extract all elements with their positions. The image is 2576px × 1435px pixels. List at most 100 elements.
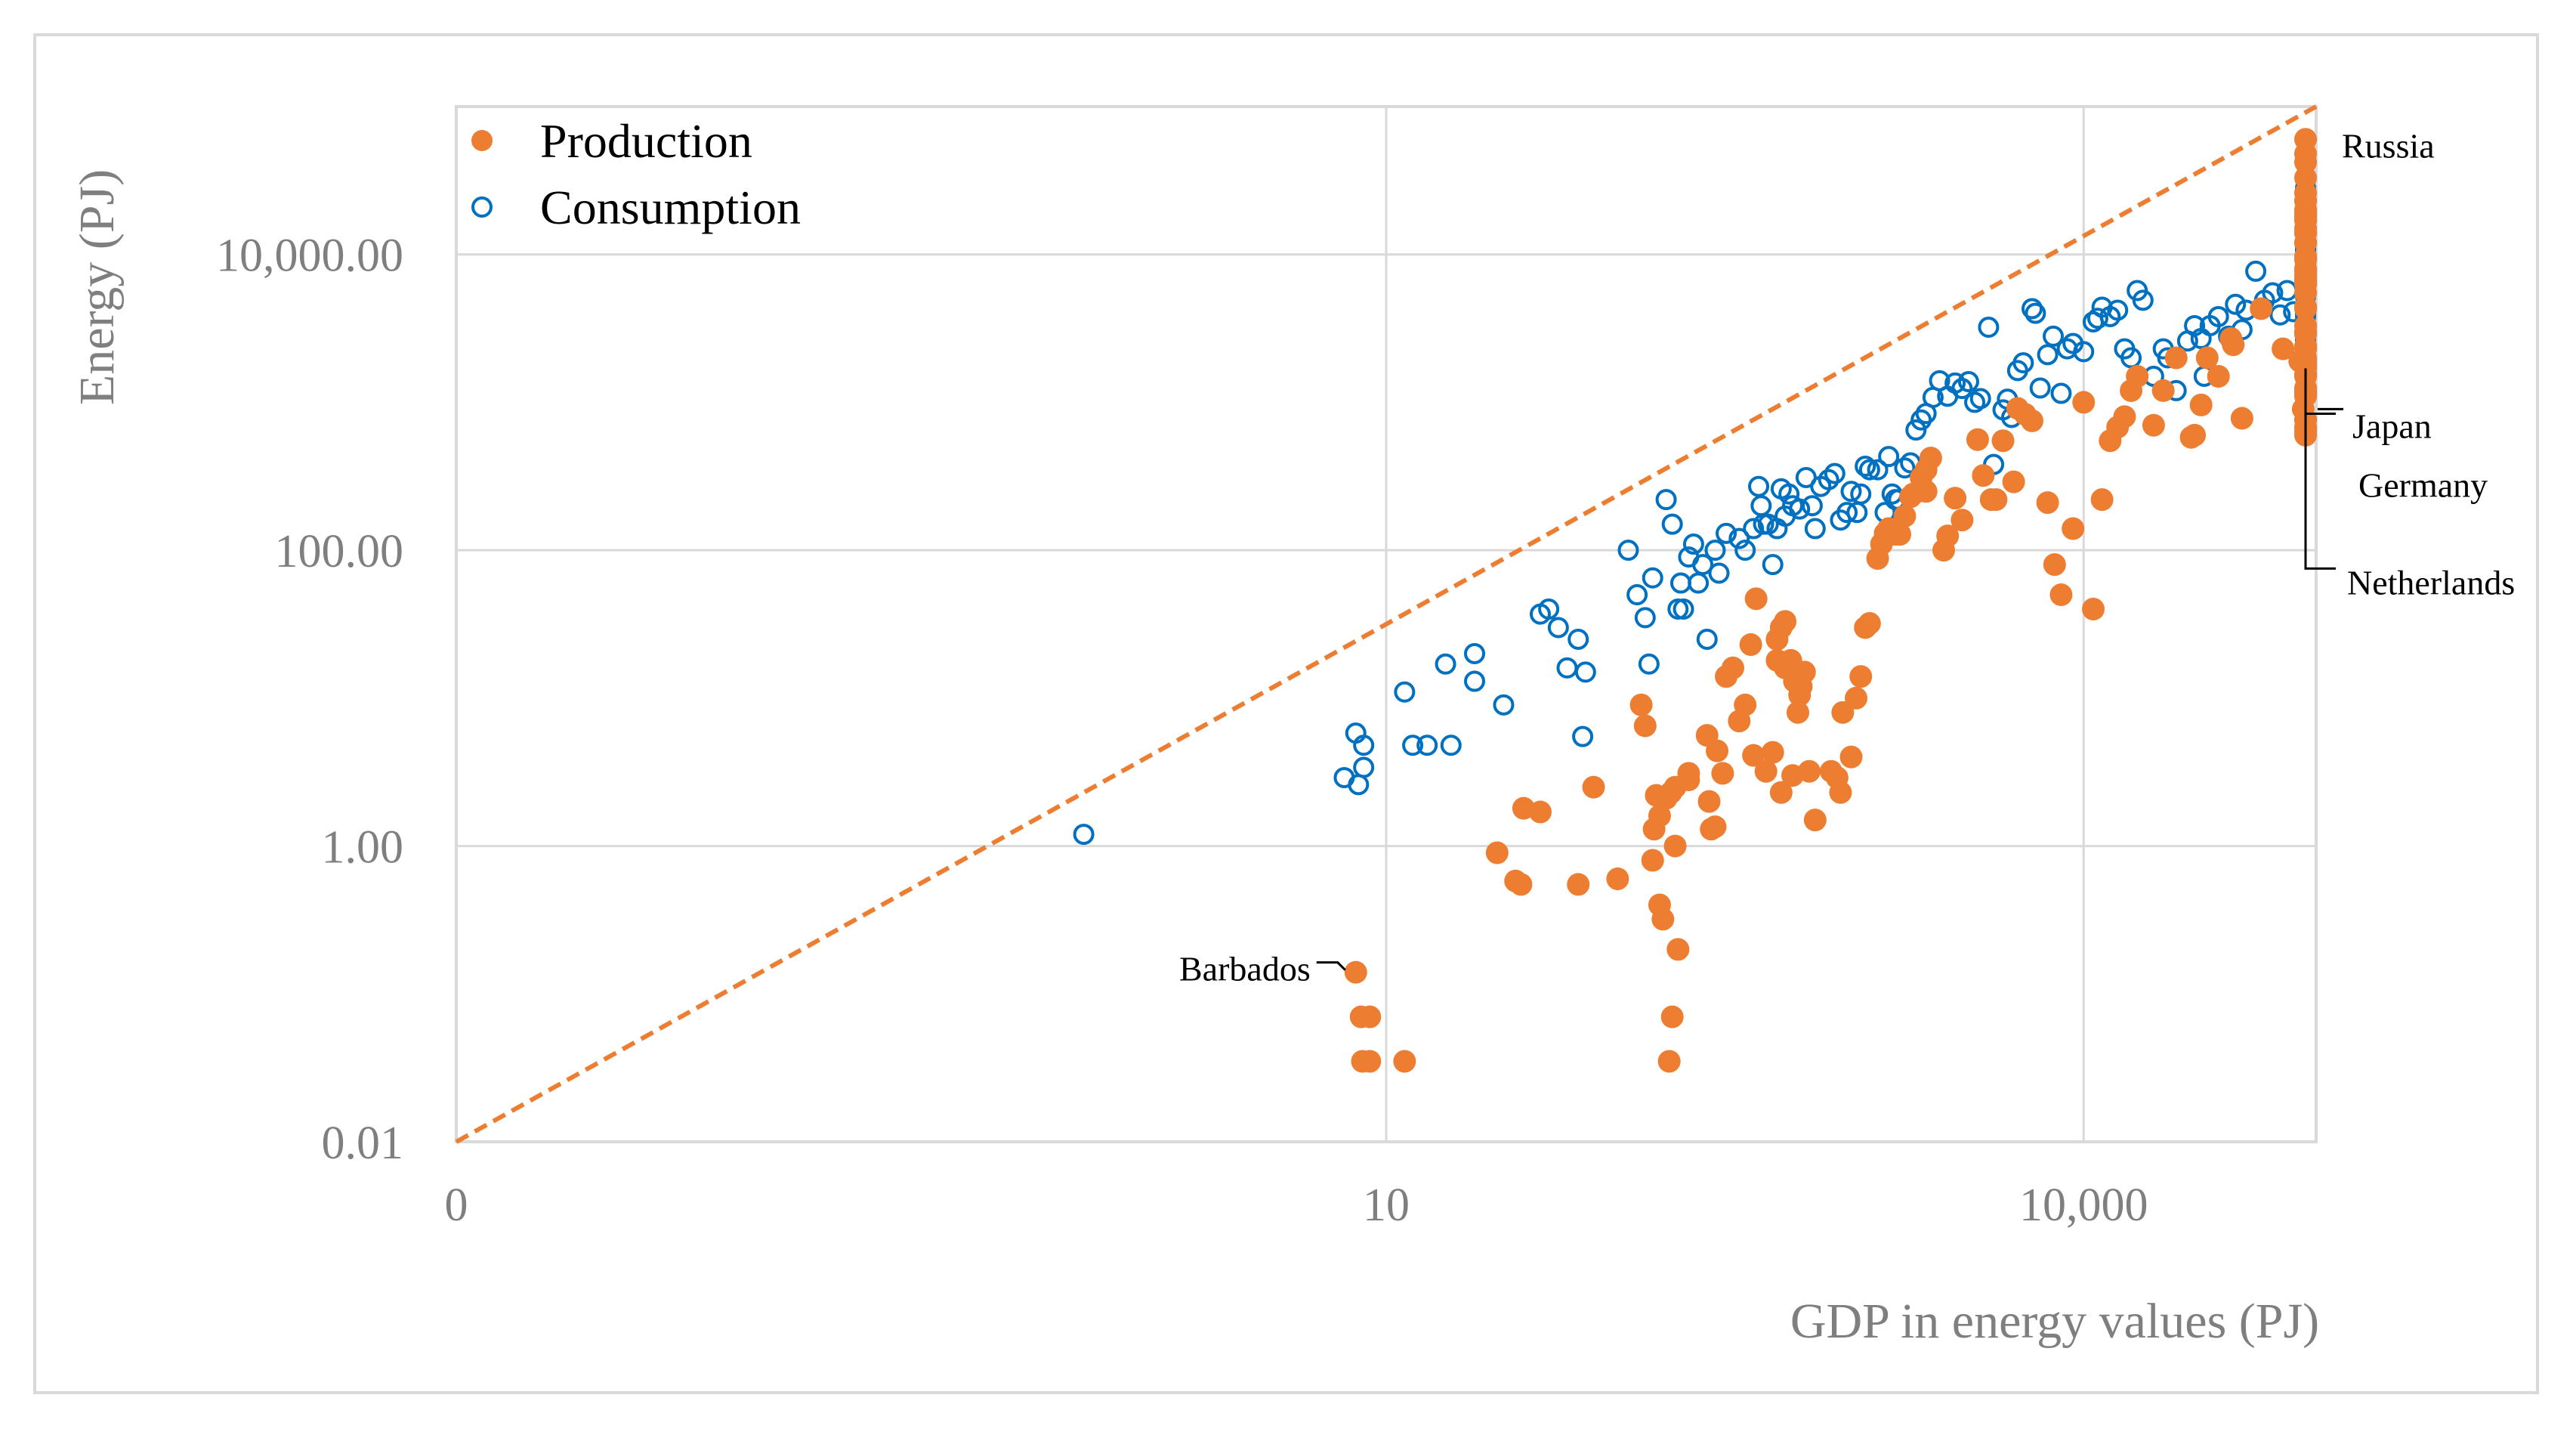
production-point	[1663, 834, 1687, 858]
production-point	[1845, 686, 1868, 710]
production-point	[2222, 333, 2245, 357]
consumption-point	[1673, 598, 1694, 620]
production-point	[2151, 379, 2175, 402]
production-point	[2294, 205, 2317, 228]
production-point	[2294, 357, 2317, 380]
production-point	[2272, 337, 2295, 360]
consumption-point	[2132, 289, 2154, 311]
consumption-point	[1638, 653, 1660, 675]
annotation-label: Germany	[2358, 466, 2488, 505]
annotation-leader-line	[2304, 407, 2336, 570]
production-point	[2294, 150, 2317, 174]
production-point	[2207, 364, 2230, 388]
consumption-point	[1778, 483, 1800, 505]
production-point	[1829, 781, 1852, 804]
production-point	[1728, 710, 1751, 733]
annotation-label: Netherlands	[2347, 563, 2515, 602]
production-point	[1742, 744, 1765, 767]
consumption-point	[2225, 293, 2247, 315]
consumption-point	[1978, 317, 2000, 339]
legend-label-production: Production	[540, 114, 752, 168]
production-point	[2294, 314, 2317, 337]
production-point	[1706, 739, 1729, 762]
consumption-point	[1734, 540, 1756, 561]
production-point	[1711, 762, 1734, 785]
production-point	[2081, 598, 2105, 621]
y-axis-title: Energy (PJ)	[69, 169, 125, 405]
consumption-point	[1547, 617, 1569, 639]
production-point	[1715, 665, 1738, 688]
production-point	[1344, 960, 1367, 984]
production-point	[2020, 409, 2043, 432]
consumption-point	[2029, 377, 2051, 399]
production-point	[1951, 509, 1974, 532]
production-point	[1629, 693, 1653, 716]
consumption-point	[1574, 661, 1596, 683]
production-point	[1779, 648, 1802, 672]
consumption-point	[1073, 824, 1095, 846]
consumption-point	[2025, 302, 2046, 324]
consumption-point	[1626, 584, 1648, 606]
consumption-point	[2043, 325, 2065, 347]
consumption-point	[1894, 457, 1916, 479]
production-point	[2189, 393, 2213, 416]
annotation-label: Russia	[2342, 126, 2435, 165]
production-point	[1648, 804, 1671, 827]
consumption-point	[1789, 498, 1811, 520]
production-point	[1744, 587, 1768, 611]
production-point	[2049, 583, 2073, 607]
production-point	[1633, 714, 1657, 738]
reference-line-group	[455, 104, 2318, 1144]
production-point	[1761, 741, 1784, 764]
consumption-point	[2207, 305, 2229, 327]
annotation-leader-line	[1316, 961, 1346, 971]
production-point	[2072, 391, 2096, 414]
annotations: Russia Japan Germany Netherlands Barbados	[1179, 126, 2515, 988]
consumption-point	[1818, 469, 1839, 490]
production-point	[1985, 488, 2008, 512]
production-point	[2142, 413, 2165, 437]
production-point	[1991, 429, 2015, 453]
production-series	[1344, 128, 2317, 1073]
x-tick-label: 0	[445, 1180, 468, 1231]
consumption-point	[1804, 518, 1826, 540]
production-point	[1803, 809, 1827, 832]
consumption-point	[1708, 562, 1730, 584]
consumption-point	[2050, 382, 2072, 404]
y-tick-label: 100.00	[275, 526, 404, 577]
production-point	[1358, 1005, 1382, 1028]
consumption-point	[2037, 344, 2059, 366]
production-point	[1509, 873, 1533, 896]
production-point	[2294, 231, 2317, 255]
production-point	[1660, 1005, 1684, 1028]
consumption-point	[2184, 314, 2206, 336]
production-point	[1641, 849, 1664, 872]
production-point	[1754, 759, 1778, 783]
production-point	[1393, 1050, 1416, 1073]
production-point	[1966, 428, 1989, 451]
consumption-point	[2269, 304, 2291, 326]
production-point	[1657, 1050, 1681, 1073]
consumption-point	[1824, 462, 1846, 484]
consumption-point	[1493, 694, 1515, 716]
production-point	[1919, 447, 1942, 470]
consumption-point	[2086, 308, 2108, 329]
production-point	[2126, 364, 2149, 388]
gridlines	[456, 107, 2316, 1142]
consumption-point	[1704, 540, 1726, 561]
production-point	[2294, 128, 2317, 151]
production-point	[2250, 297, 2273, 320]
production-point	[1485, 841, 1509, 864]
x-axis-title: GDP in energy values (PJ)	[1790, 1294, 2319, 1349]
consumption-point	[2073, 341, 2095, 363]
consumption-point	[1402, 735, 1424, 756]
production-point	[1645, 784, 1668, 807]
production-point	[2294, 271, 2317, 294]
axis-tick-labels: 0 10 10,000 0.01 1.00 100.00 10,000.00	[216, 230, 2148, 1231]
consumption-point	[2245, 260, 2267, 282]
production-point	[1700, 818, 1723, 841]
production-point	[1666, 938, 1690, 961]
production-point	[1893, 505, 1917, 528]
x-tick-label: 10	[1363, 1180, 1410, 1231]
legend-label-consumption: Consumption	[540, 181, 801, 234]
